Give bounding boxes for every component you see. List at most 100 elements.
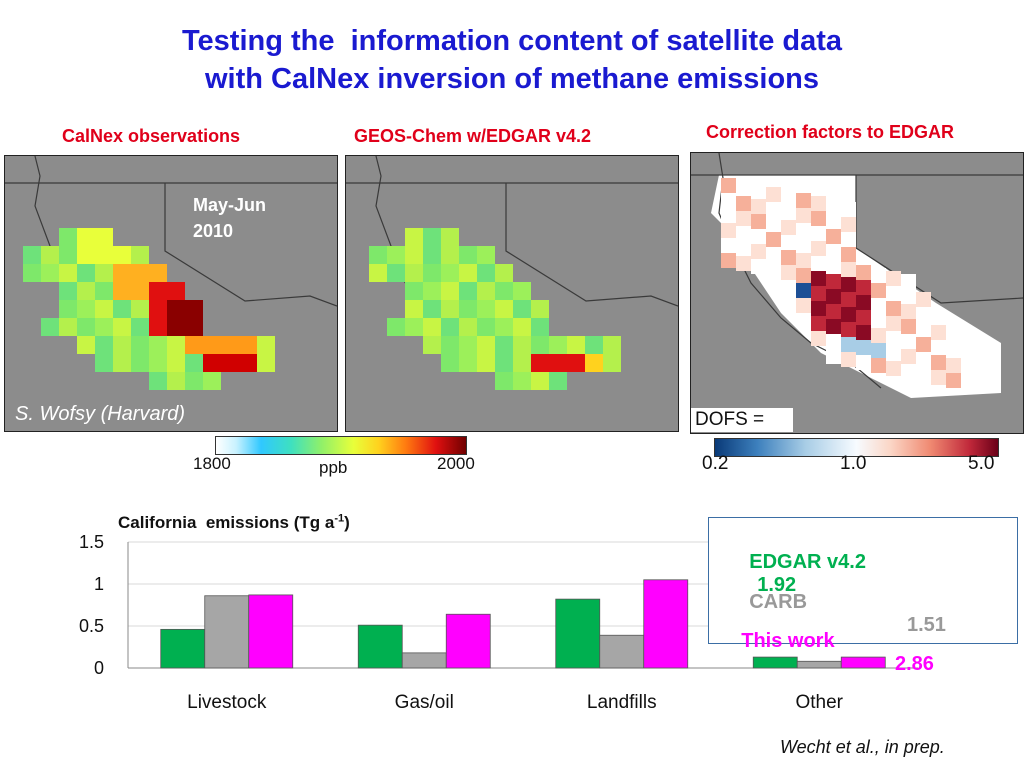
legend-carb-value: 1.51 — [907, 614, 946, 636]
map-cell — [721, 238, 736, 253]
bar — [445, 613, 491, 669]
map-cell — [841, 262, 856, 277]
map-cell — [59, 228, 77, 246]
map-cell — [826, 334, 841, 349]
bar — [555, 598, 601, 669]
map-label-correction: Correction factors to EDGAR — [706, 122, 955, 142]
map-cell — [423, 318, 441, 336]
bar — [401, 652, 447, 669]
map-cell — [459, 300, 477, 318]
map-cell — [459, 336, 477, 354]
map-cell — [751, 199, 766, 214]
map-cell — [167, 354, 185, 372]
map-cell — [871, 313, 886, 328]
map-cell — [751, 244, 766, 259]
map-cell — [796, 253, 811, 268]
map-cell — [826, 229, 841, 244]
map-cell — [423, 336, 441, 354]
map-cell — [781, 190, 796, 205]
map-cell — [131, 264, 149, 282]
map-cell — [387, 246, 405, 264]
map-cell — [901, 334, 916, 349]
map-cell — [77, 336, 95, 354]
map-cell — [931, 340, 946, 355]
colorbar-factor-tick-2: 1.0 — [840, 453, 867, 474]
map-cell — [811, 301, 826, 316]
map-cell — [477, 300, 495, 318]
legend-this-work: This work 2.86 — [719, 607, 934, 699]
map-cell — [77, 300, 95, 318]
map-cell — [221, 354, 239, 372]
y-tick-label: 1.5 — [79, 532, 104, 552]
map-cell — [459, 282, 477, 300]
map-cell — [495, 336, 513, 354]
map-cell — [369, 246, 387, 264]
map-cell — [185, 336, 203, 354]
map-cell — [721, 208, 736, 223]
map-cell — [871, 298, 886, 313]
map-model-graphic — [346, 156, 678, 390]
map-cell — [901, 364, 916, 379]
date-line-2: 2010 — [193, 221, 234, 241]
map-cell — [239, 336, 257, 354]
legend-edgar-name: EDGAR v4.2 — [749, 551, 866, 573]
map-cell — [95, 228, 113, 246]
map-cell — [95, 264, 113, 282]
map-cell — [766, 217, 781, 232]
map-cell — [841, 292, 856, 307]
map-cell — [477, 318, 495, 336]
map-cell — [796, 223, 811, 238]
map-cell — [405, 300, 423, 318]
map-cell — [901, 349, 916, 364]
map-cell — [95, 300, 113, 318]
map-cell — [167, 282, 185, 300]
map-cell — [149, 282, 167, 300]
map-cell — [459, 264, 477, 282]
map-cell — [113, 300, 131, 318]
map-observations: May-Jun 2010 S. Wofsy (Harvard) — [4, 155, 338, 432]
map-correction: DOFS = 12.2 — [690, 152, 1024, 434]
map-cell — [167, 300, 185, 318]
map-cell — [495, 318, 513, 336]
map-cell — [781, 280, 796, 295]
map-cell — [856, 355, 871, 370]
bar — [840, 656, 886, 669]
map-cell — [423, 300, 441, 318]
colorbar-ppb — [215, 436, 467, 455]
map-cell — [185, 354, 203, 372]
map-cell — [871, 283, 886, 298]
map-cell — [387, 318, 405, 336]
map-cell — [149, 354, 167, 372]
map-cell — [796, 193, 811, 208]
map-cell — [459, 246, 477, 264]
map-cell — [901, 319, 916, 334]
date-label: May-Jun 2010 — [193, 192, 266, 244]
map-cell — [886, 286, 901, 301]
map-cell — [77, 246, 95, 264]
map-cell — [841, 337, 856, 352]
y-tick-label: 0.5 — [79, 616, 104, 636]
map-cell — [736, 181, 751, 196]
map-cell — [59, 300, 77, 318]
map-cell — [477, 354, 495, 372]
map-cell — [59, 264, 77, 282]
map-cell — [916, 322, 931, 337]
map-cell — [811, 316, 826, 331]
map-cell — [59, 318, 77, 336]
map-cell — [441, 246, 459, 264]
map-cell — [916, 307, 931, 322]
map-cell — [149, 336, 167, 354]
map-cell — [721, 223, 736, 238]
map-cell — [495, 282, 513, 300]
map-cell — [766, 187, 781, 202]
map-cell — [736, 196, 751, 211]
x-tick-label: Landfills — [587, 692, 657, 713]
map-correction-graphic — [691, 153, 1023, 398]
colorbar-ppb-unit: ppb — [319, 458, 348, 477]
map-cell — [946, 328, 961, 343]
map-model — [345, 155, 679, 432]
data-credit: S. Wofsy (Harvard) — [15, 403, 186, 425]
map-cell — [113, 336, 131, 354]
map-cell — [549, 336, 567, 354]
map-cell — [946, 358, 961, 373]
